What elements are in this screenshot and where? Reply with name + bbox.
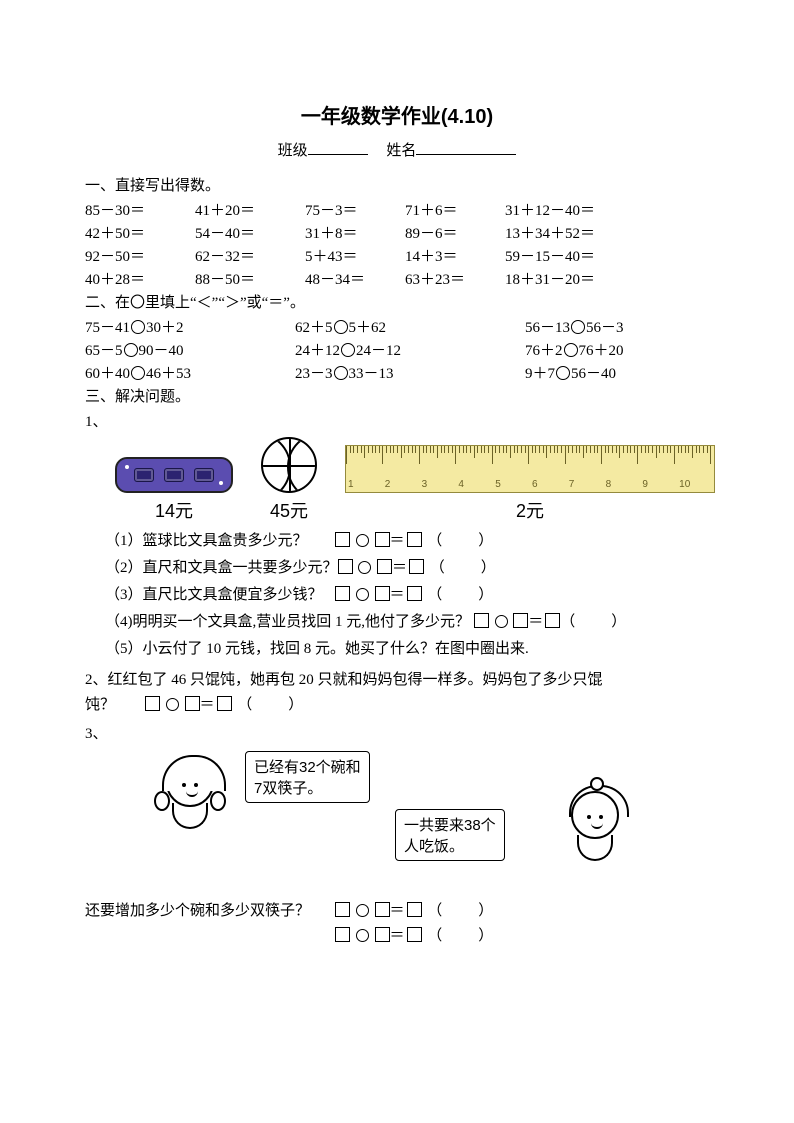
eq-template[interactable]: ＝ （ ） — [145, 697, 305, 713]
class-label: 班级 — [278, 143, 308, 159]
q1-sub-text: （2）直尺和文具盒一共要多少元？ — [105, 556, 338, 577]
price-ruler: 2元 — [516, 497, 544, 523]
q1-sub-text: （1）篮球比文具盒贵多少元？ — [105, 529, 335, 550]
price-box: 14元 — [155, 497, 193, 523]
eq-cell[interactable]: 92－50＝ — [85, 245, 195, 266]
item-ruler: 12345678910 2元 — [345, 445, 715, 523]
eq-template[interactable]: ＝ （ ） — [335, 583, 495, 604]
eq-cell[interactable]: 31＋8＝ — [305, 222, 405, 243]
eq-template[interactable]: ＝ （ ） — [335, 899, 495, 920]
eq-cell[interactable]: 62－32＝ — [195, 245, 305, 266]
eq-cell[interactable]: 31＋12－40＝ — [505, 199, 665, 220]
cmp-cell[interactable]: 62＋55＋62 — [295, 316, 525, 337]
q2-line1: 2、红红包了 46 只馄饨，她再包 20 只就和妈妈包得一样多。妈妈包了多少只馄 — [85, 668, 709, 689]
eq-cell[interactable]: 14＋3＝ — [405, 245, 505, 266]
eq-cell[interactable]: 13＋34＋52＝ — [505, 222, 665, 243]
q3-illustration: 已经有32个碗和 7双筷子。 一共要来38个 人吃饭。 — [145, 751, 709, 891]
eq-template[interactable]: ＝（ ） — [474, 610, 629, 631]
eq-row: 85－30＝41＋20＝75－3＝71＋6＝31＋12－40＝ — [85, 199, 709, 220]
cmp-row: 60＋4046＋5323－333－139＋756－40 — [85, 362, 709, 383]
eq-cell[interactable]: 40＋28＝ — [85, 268, 195, 289]
eq-cell[interactable]: 42＋50＝ — [85, 222, 195, 243]
cmp-cell[interactable]: 60＋4046＋53 — [85, 362, 295, 383]
speech-bubble-2: 一共要来38个 人吃饭。 — [395, 809, 505, 861]
cmp-cell[interactable]: 76＋276＋20 — [525, 339, 685, 360]
eq-cell[interactable]: 75－3＝ — [305, 199, 405, 220]
eq-cell[interactable]: 18＋31－20＝ — [505, 268, 665, 289]
section3-head: 三、解决问题。 — [85, 385, 709, 406]
eq-cell[interactable]: 59－15－40＝ — [505, 245, 665, 266]
cmp-cell[interactable]: 24＋1224－12 — [295, 339, 525, 360]
eq-cell[interactable]: 71＋6＝ — [405, 199, 505, 220]
eq-cell[interactable]: 41＋20＝ — [195, 199, 305, 220]
eq-template[interactable]: ＝ （ ） — [335, 928, 495, 944]
eq-cell[interactable]: 89－6＝ — [405, 222, 505, 243]
cmp-cell[interactable]: 75－4130＋2 — [85, 316, 295, 337]
name-label: 姓名 — [386, 143, 416, 159]
name-blank[interactable] — [416, 140, 516, 155]
basketball-icon — [261, 437, 317, 493]
eq-cell[interactable]: 48－34＝ — [305, 268, 405, 289]
eq-cell[interactable]: 63＋23＝ — [405, 268, 505, 289]
q1-sub: （3）直尺比文具盒便宜多少钱？ ＝ （ ） — [105, 583, 709, 604]
cmp-cell[interactable]: 9＋756－40 — [525, 362, 685, 383]
section2-head: 二、在〇里填上“＜”“＞”或“＝”。 — [85, 291, 709, 312]
page-title: 一年级数学作业(4.10) — [85, 100, 709, 129]
price-ball: 45元 — [270, 497, 308, 523]
cmp-row: 65－590－4024＋1224－1276＋276＋20 — [85, 339, 709, 360]
eq-cell[interactable]: 54－40＝ — [195, 222, 305, 243]
items-row: 14元 45元 12345678910 2元 — [85, 437, 709, 523]
q1-sub4-text: （4)明明买一个文具盒,营业员找回 1 元,他付了多少元？ — [105, 610, 470, 631]
section1-table: 85－30＝41＋20＝75－3＝71＋6＝31＋12－40＝42＋50＝54－… — [85, 199, 709, 289]
cmp-row: 75－4130＋262＋55＋6256－1356－3 — [85, 316, 709, 337]
cmp-cell[interactable]: 56－1356－3 — [525, 316, 685, 337]
section1-head: 一、直接写出得数。 — [85, 174, 709, 195]
item-pencilbox: 14元 — [115, 457, 233, 523]
q3-question-text: 还要增加多少个碗和多少双筷子？ — [85, 899, 335, 920]
girl-icon — [155, 759, 225, 839]
item-basketball: 45元 — [261, 437, 317, 523]
eq-cell[interactable]: 85－30＝ — [85, 199, 195, 220]
eq-row: 92－50＝62－32＝5＋43＝14＋3＝59－15－40＝ — [85, 245, 709, 266]
q2-line2-pre: 饨？ — [85, 697, 115, 713]
eq-template[interactable]: ＝ （ ） — [338, 556, 498, 577]
ruler-icon: 12345678910 — [345, 445, 715, 493]
q1-sub: （1）篮球比文具盒贵多少元？ ＝ （ ） — [105, 529, 709, 550]
grandma-icon — [560, 791, 630, 871]
eq-row: 40＋28＝88－50＝48－34＝63＋23＝18＋31－20＝ — [85, 268, 709, 289]
q2-line2: 饨？ ＝ （ ） — [85, 693, 709, 714]
class-blank[interactable] — [308, 140, 368, 155]
pencilbox-icon — [115, 457, 233, 493]
speech-bubble-1: 已经有32个碗和 7双筷子。 — [245, 751, 370, 803]
cmp-cell[interactable]: 65－590－40 — [85, 339, 295, 360]
eq-cell[interactable]: 5＋43＝ — [305, 245, 405, 266]
eq-template[interactable]: ＝ （ ） — [335, 529, 495, 550]
eq-row: 42＋50＝54－40＝31＋8＝89－6＝13＋34＋52＝ — [85, 222, 709, 243]
q1-sub: （2）直尺和文具盒一共要多少元？ ＝ （ ） — [105, 556, 709, 577]
q1-sub-text: （3）直尺比文具盒便宜多少钱？ — [105, 583, 335, 604]
q3-num: 3、 — [85, 722, 709, 743]
q3-question-line: 还要增加多少个碗和多少双筷子？ ＝ （ ） — [85, 899, 709, 920]
q1-num: 1、 — [85, 410, 709, 431]
q1-sub5: （5）小云付了 10 元钱，找回 8 元。她买了什么？在图中圈出来. — [105, 637, 709, 658]
cmp-cell[interactable]: 23－333－13 — [295, 362, 525, 383]
header-fill-line: 班级 姓名 — [85, 139, 709, 160]
section2-table: 75－4130＋262＋55＋6256－1356－365－590－4024＋12… — [85, 316, 709, 383]
q3-eq-line2: ＝ （ ） — [335, 924, 709, 945]
q1-sub5-text: （5）小云付了 10 元钱，找回 8 元。她买了什么？在图中圈出来. — [105, 637, 529, 658]
q1-sub4: （4)明明买一个文具盒,营业员找回 1 元,他付了多少元？ ＝（ ） — [105, 610, 709, 631]
eq-cell[interactable]: 88－50＝ — [195, 268, 305, 289]
